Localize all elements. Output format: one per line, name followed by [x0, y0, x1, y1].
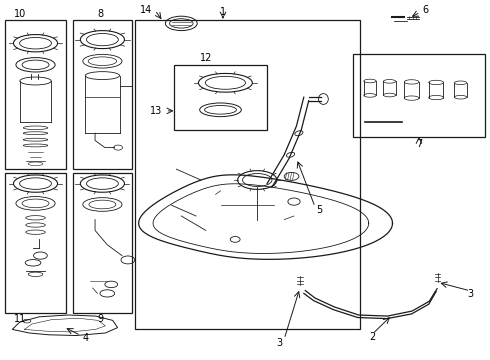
Text: 13: 13 [150, 106, 163, 116]
Text: 2: 2 [369, 332, 375, 342]
Text: 7: 7 [416, 139, 422, 149]
Text: 5: 5 [316, 204, 322, 215]
Text: 1: 1 [220, 6, 226, 17]
Text: 11: 11 [14, 314, 25, 324]
Text: 6: 6 [422, 5, 428, 15]
Text: 4: 4 [83, 333, 89, 343]
Text: 10: 10 [14, 9, 25, 19]
Text: 12: 12 [199, 53, 212, 63]
Text: 9: 9 [98, 314, 103, 324]
Text: 3: 3 [467, 289, 473, 300]
Text: 8: 8 [98, 9, 103, 19]
Text: 3: 3 [276, 338, 282, 348]
Text: 14: 14 [140, 5, 152, 15]
